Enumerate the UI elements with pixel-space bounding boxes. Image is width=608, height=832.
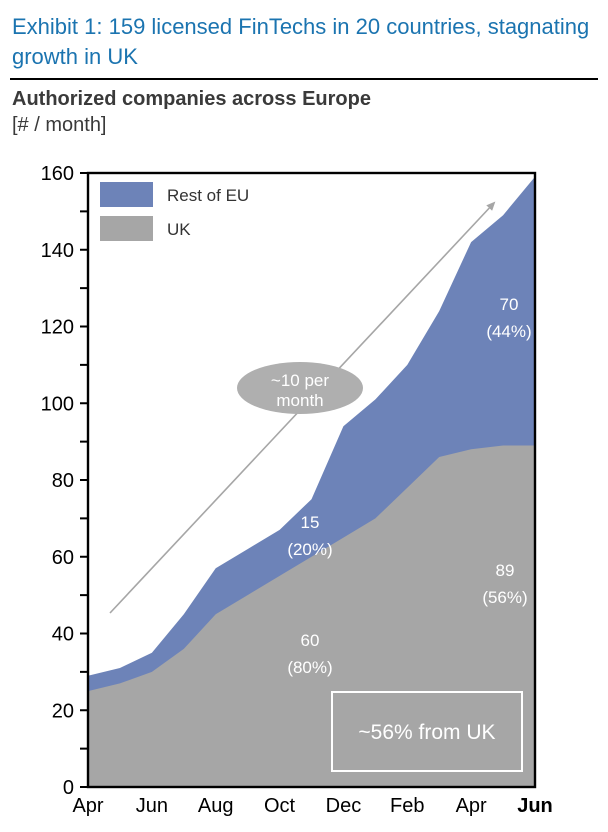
rate-label-line1: ~10 per <box>271 371 329 390</box>
legend-label: Rest of EU <box>167 186 249 205</box>
y-axis-label: 160 <box>41 163 74 185</box>
y-axis-label: 80 <box>52 470 74 492</box>
label-uk-mid-value: 60 <box>301 631 320 650</box>
label-eu-mid-pct: (20%) <box>287 540 332 559</box>
y-axis-label: 120 <box>41 317 74 339</box>
rate-callout-ellipse <box>237 362 363 414</box>
y-axis-label: 100 <box>41 393 74 415</box>
label-uk-mid-pct: (80%) <box>287 658 332 677</box>
uk-share-callout-text: ~56% from UK <box>358 721 495 744</box>
rate-label-line2: month <box>276 391 323 410</box>
label-eu-final-value: 70 <box>500 295 519 314</box>
label-uk-final-pct: (56%) <box>482 588 527 607</box>
y-axis-label: 140 <box>41 240 74 262</box>
x-axis-label: Aug <box>198 795 234 817</box>
x-axis-label: Jun <box>517 795 553 817</box>
uk-share-callout: ~56% from UK <box>331 691 523 772</box>
x-axis-label: Apr <box>456 795 487 817</box>
title-divider <box>10 78 598 80</box>
legend-swatch <box>100 216 153 241</box>
uk-share-callout-border <box>331 691 523 772</box>
y-axis-label: 60 <box>52 547 74 569</box>
x-axis-label: Oct <box>264 795 296 817</box>
chart-title: Authorized companies across Europe <box>12 88 371 110</box>
legend-item-uk: UK <box>100 216 191 241</box>
x-axis-label: Feb <box>390 795 424 817</box>
chart-unit-label: [# / month] <box>12 114 107 136</box>
legend-item-rest-of-eu: Rest of EU <box>100 182 249 207</box>
x-axis-label: Jun <box>136 795 168 817</box>
label-eu-mid-value: 15 <box>301 513 320 532</box>
x-axis-label: Dec <box>326 795 362 817</box>
legend: Rest of EU UK <box>100 182 249 241</box>
exhibit-title: Exhibit 1: 159 licensed FinTechs in 20 c… <box>12 14 590 69</box>
x-axis-label: Apr <box>72 795 103 817</box>
label-uk-final-value: 89 <box>496 561 515 580</box>
legend-label: UK <box>167 220 191 239</box>
label-eu-final-pct: (44%) <box>486 322 531 341</box>
area-uk <box>88 445 535 787</box>
y-axis-label: 0 <box>63 777 74 799</box>
y-axis-label: 20 <box>52 700 74 722</box>
y-axis-label: 40 <box>52 624 74 646</box>
legend-swatch <box>100 182 153 207</box>
